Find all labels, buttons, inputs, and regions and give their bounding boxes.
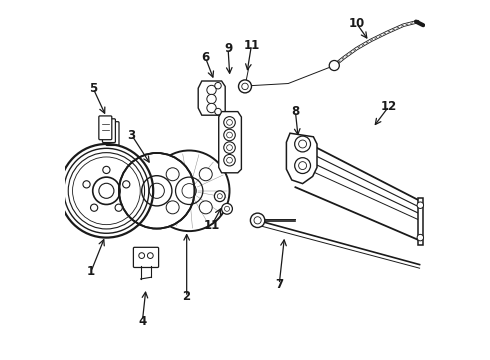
Circle shape: [199, 201, 212, 214]
Circle shape: [119, 153, 195, 229]
FancyBboxPatch shape: [133, 247, 159, 267]
Circle shape: [166, 168, 179, 181]
Circle shape: [122, 181, 130, 188]
Circle shape: [115, 204, 122, 211]
Circle shape: [149, 150, 229, 231]
Circle shape: [294, 158, 311, 174]
Text: 9: 9: [224, 42, 232, 55]
Circle shape: [147, 253, 153, 258]
Circle shape: [215, 82, 221, 89]
Text: 8: 8: [291, 105, 299, 118]
Text: 11: 11: [244, 39, 260, 51]
Circle shape: [417, 202, 423, 208]
Circle shape: [139, 253, 145, 258]
Text: 6: 6: [201, 51, 210, 64]
Circle shape: [224, 117, 235, 128]
Circle shape: [207, 85, 216, 95]
Circle shape: [207, 103, 216, 113]
Circle shape: [250, 213, 265, 228]
Circle shape: [329, 60, 339, 71]
Text: 7: 7: [275, 278, 283, 291]
Text: 5: 5: [89, 82, 97, 95]
Circle shape: [199, 168, 212, 181]
Circle shape: [207, 94, 216, 104]
FancyBboxPatch shape: [106, 122, 119, 145]
Text: 12: 12: [381, 100, 397, 113]
Text: 2: 2: [183, 291, 191, 303]
Polygon shape: [219, 112, 242, 173]
Circle shape: [215, 191, 225, 202]
Circle shape: [417, 234, 423, 241]
Text: 11: 11: [204, 219, 220, 231]
Circle shape: [103, 166, 110, 174]
Circle shape: [215, 108, 221, 115]
Text: 4: 4: [138, 315, 147, 328]
Polygon shape: [198, 81, 225, 115]
Circle shape: [224, 142, 235, 153]
Circle shape: [239, 80, 251, 93]
Circle shape: [221, 203, 232, 214]
Circle shape: [294, 136, 311, 152]
Text: 1: 1: [87, 265, 95, 278]
Circle shape: [83, 181, 90, 188]
Circle shape: [224, 154, 235, 166]
Text: 3: 3: [127, 129, 136, 141]
FancyBboxPatch shape: [102, 119, 116, 143]
FancyBboxPatch shape: [99, 116, 112, 140]
FancyBboxPatch shape: [418, 198, 423, 245]
Circle shape: [224, 129, 235, 141]
Text: 10: 10: [348, 17, 365, 30]
Circle shape: [166, 201, 179, 214]
Circle shape: [91, 204, 98, 211]
Polygon shape: [286, 133, 317, 184]
